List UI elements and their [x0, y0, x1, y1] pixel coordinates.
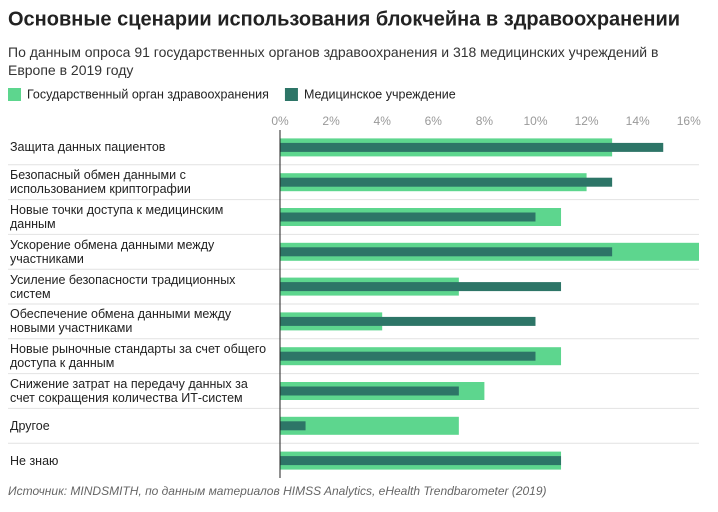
x-tick-label: 4%: [374, 114, 392, 128]
legend-label: Медицинское учреждение: [304, 87, 456, 101]
x-tick-label: 2%: [322, 114, 340, 128]
legend-swatch: [8, 88, 21, 101]
category-label: Новые точки доступа к медицинским данным: [10, 203, 224, 231]
subtitle: По данным опроса 91 государственных орга…: [8, 44, 659, 78]
chart-title: Основные сценарии использования блокчейн…: [8, 8, 680, 30]
category-label: Безопасный обмен данными с использование…: [10, 168, 191, 197]
x-tick-label: 10%: [523, 114, 547, 128]
category-label: Защита данных пациентов: [10, 140, 166, 155]
bar: [280, 386, 459, 396]
x-tick-label: 16%: [677, 114, 701, 128]
bar: [280, 416, 459, 435]
x-tick-label: 0%: [271, 114, 289, 128]
bar: [280, 282, 562, 292]
legend-label: Государственный орган здравоохранения: [27, 87, 269, 101]
bar: [280, 316, 536, 326]
x-tick-label: 12%: [575, 114, 599, 128]
category-label: Усиление безопасности традиционных систе…: [10, 272, 236, 301]
bar: [280, 247, 613, 257]
bar: [280, 177, 613, 187]
bar: [280, 142, 664, 152]
x-tick-label: 8%: [476, 114, 494, 128]
category-label: Не знаю: [10, 453, 59, 468]
legend-swatch: [284, 88, 298, 101]
x-tick-label: 6%: [425, 114, 443, 128]
category-label: Обеспечение обмена данными между новыми …: [10, 307, 232, 336]
category-label: Новые рыночные стандарты за счет общего …: [10, 342, 267, 371]
category-label: Снижение затрат на передачу данных за сч…: [10, 377, 248, 405]
bar: [280, 421, 306, 431]
bar: [280, 351, 536, 361]
x-tick-label: 14%: [626, 114, 650, 128]
bar: [280, 456, 562, 466]
source: Источник: MINDSMITH, по данным материало…: [8, 484, 547, 498]
category-label: Другое: [10, 418, 50, 433]
category-label: Ускорение обмена данными между участника…: [10, 237, 215, 266]
bar: [280, 212, 536, 222]
